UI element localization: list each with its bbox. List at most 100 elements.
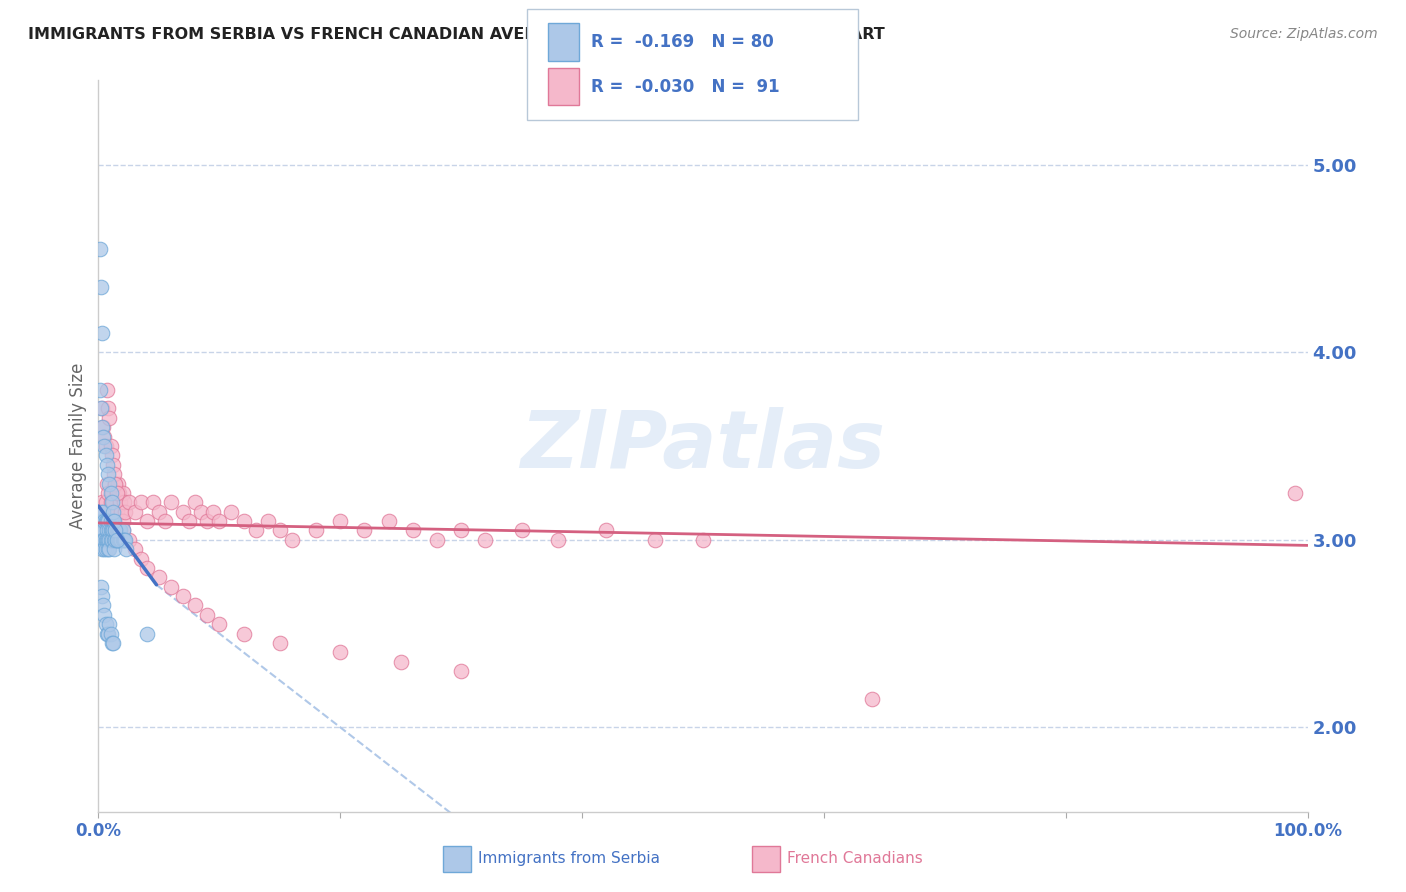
- Point: [97, 533, 120, 547]
- Point: [692, 533, 714, 547]
- Point: [118, 533, 141, 547]
- Point: [94, 533, 117, 547]
- Point: [89, 242, 111, 256]
- Point: [305, 524, 328, 538]
- Point: [93, 514, 115, 528]
- Point: [103, 533, 125, 547]
- Point: [111, 524, 134, 538]
- Point: [135, 514, 157, 528]
- Point: [202, 505, 225, 519]
- Point: [208, 514, 231, 528]
- Point: [91, 505, 114, 519]
- Point: [93, 542, 115, 557]
- Point: [129, 551, 152, 566]
- Point: [111, 524, 134, 538]
- Point: [107, 524, 129, 538]
- Point: [97, 486, 120, 500]
- Point: [474, 533, 496, 547]
- Point: [108, 524, 131, 538]
- Text: R =  -0.030   N =  91: R = -0.030 N = 91: [591, 78, 779, 95]
- Point: [91, 429, 114, 443]
- Point: [90, 279, 112, 293]
- Point: [98, 410, 121, 425]
- Point: [108, 533, 131, 547]
- Point: [245, 524, 267, 538]
- Point: [100, 486, 122, 500]
- Text: ZIPatlas: ZIPatlas: [520, 407, 886, 485]
- Text: IMMIGRANTS FROM SERBIA VS FRENCH CANADIAN AVERAGE FAMILY SIZE CORRELATION CHART: IMMIGRANTS FROM SERBIA VS FRENCH CANADIA…: [28, 27, 884, 42]
- Point: [91, 420, 114, 434]
- Point: [269, 636, 291, 650]
- Point: [101, 514, 124, 528]
- Point: [100, 505, 122, 519]
- Point: [94, 514, 117, 528]
- Point: [426, 533, 449, 547]
- Point: [91, 599, 114, 613]
- Point: [96, 514, 118, 528]
- Point: [100, 449, 122, 463]
- Point: [110, 505, 132, 519]
- Point: [179, 514, 201, 528]
- Point: [105, 486, 128, 500]
- Point: [100, 533, 122, 547]
- Point: [104, 476, 127, 491]
- Point: [100, 524, 122, 538]
- Point: [97, 401, 120, 416]
- Point: [91, 542, 114, 557]
- Point: [107, 533, 129, 547]
- Point: [107, 476, 129, 491]
- Point: [172, 589, 194, 603]
- Point: [644, 533, 666, 547]
- Point: [97, 467, 120, 482]
- Point: [105, 524, 128, 538]
- Point: [96, 514, 118, 528]
- Point: [91, 514, 114, 528]
- Point: [329, 645, 352, 659]
- Point: [91, 505, 114, 519]
- Point: [377, 514, 399, 528]
- Point: [91, 326, 114, 341]
- Point: [281, 533, 304, 547]
- Point: [450, 664, 472, 678]
- Point: [101, 514, 124, 528]
- Point: [96, 533, 118, 547]
- Point: [96, 476, 118, 491]
- Point: [124, 505, 146, 519]
- Point: [96, 383, 118, 397]
- Point: [115, 542, 138, 557]
- Point: [184, 495, 207, 509]
- Point: [148, 505, 170, 519]
- Text: Source: ZipAtlas.com: Source: ZipAtlas.com: [1230, 27, 1378, 41]
- Point: [329, 514, 352, 528]
- Point: [221, 505, 243, 519]
- Point: [104, 524, 127, 538]
- Point: [108, 524, 131, 538]
- Point: [1284, 486, 1306, 500]
- Point: [98, 533, 121, 547]
- Point: [160, 495, 183, 509]
- Point: [93, 439, 115, 453]
- Point: [100, 636, 122, 650]
- Point: [100, 514, 122, 528]
- Point: [91, 533, 114, 547]
- Point: [101, 458, 124, 472]
- Point: [98, 617, 121, 632]
- Point: [105, 533, 128, 547]
- Point: [97, 505, 120, 519]
- Point: [112, 495, 135, 509]
- Point: [101, 524, 124, 538]
- Point: [96, 524, 118, 538]
- Point: [97, 626, 120, 640]
- Point: [595, 524, 617, 538]
- Point: [98, 514, 121, 528]
- Point: [96, 626, 118, 640]
- Point: [103, 505, 125, 519]
- Point: [94, 449, 117, 463]
- Point: [184, 599, 207, 613]
- Point: [101, 636, 124, 650]
- Point: [135, 626, 157, 640]
- Point: [91, 589, 114, 603]
- Point: [353, 524, 375, 538]
- Point: [91, 524, 114, 538]
- Point: [142, 495, 165, 509]
